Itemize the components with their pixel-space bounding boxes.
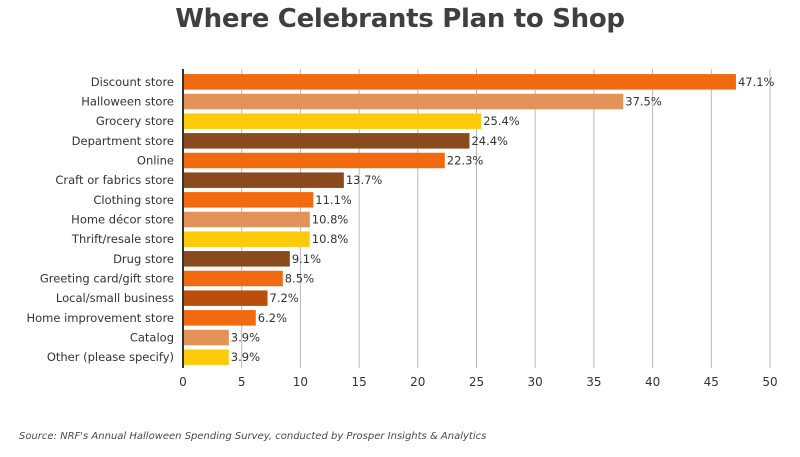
category-label-13: Catalog: [130, 331, 174, 345]
category-label-0: Discount store: [91, 75, 174, 89]
bar-2: [183, 113, 482, 129]
category-label-11: Local/small business: [56, 291, 174, 305]
value-label-11: 7.2%: [270, 291, 299, 305]
value-label-3: 24.4%: [471, 134, 508, 148]
bar-11: [183, 290, 268, 306]
bar-9: [183, 251, 290, 267]
category-label-14: Other (please specify): [47, 350, 174, 364]
x-tick-label-30: 30: [528, 375, 543, 389]
x-tick-label-20: 20: [410, 375, 425, 389]
x-tick-label-0: 0: [179, 375, 187, 389]
value-label-1: 37.5%: [625, 95, 662, 109]
bar-7: [183, 211, 310, 228]
chart-title: Where Celebrants Plan to Shop: [175, 4, 625, 34]
value-label-0: 47.1%: [738, 75, 775, 89]
value-label-10: 8.5%: [285, 272, 314, 286]
category-label-7: Home décor store: [71, 213, 174, 227]
value-label-13: 3.9%: [231, 331, 260, 345]
category-label-6: Clothing store: [93, 193, 174, 207]
category-label-3: Department store: [72, 134, 174, 148]
bar-8: [183, 231, 310, 247]
x-axis-ticks: 0 5 10 15 20 25 30 35 40 45 50: [179, 375, 777, 389]
bar-10: [183, 270, 283, 287]
value-label-12: 6.2%: [258, 311, 287, 325]
x-tick-label-25: 25: [469, 375, 484, 389]
x-tick-label-50: 50: [762, 375, 777, 389]
value-label-4: 22.3%: [447, 154, 484, 168]
value-label-7: 10.8%: [312, 213, 349, 227]
category-labels: Discount store Halloween store Grocery sto…: [26, 75, 174, 364]
x-tick-label-5: 5: [238, 375, 246, 389]
bar-0: [183, 74, 736, 90]
category-label-1: Halloween store: [81, 95, 174, 109]
value-label-2: 25.4%: [483, 114, 520, 128]
category-label-10: Greeting card/gift store: [40, 272, 174, 286]
bar-12: [183, 310, 256, 326]
bar-3: [183, 133, 470, 149]
category-label-2: Grocery store: [96, 114, 174, 128]
bar-1: [183, 93, 624, 110]
category-label-4: Online: [137, 154, 174, 168]
value-label-6: 11.1%: [315, 193, 352, 207]
category-label-12: Home improvement store: [26, 311, 174, 325]
bar-5: [183, 172, 344, 188]
category-label-9: Drug store: [113, 252, 174, 266]
x-tick-label-15: 15: [351, 375, 366, 389]
x-tick-label-35: 35: [586, 375, 601, 389]
value-label-9: 9.1%: [292, 252, 321, 266]
source-note: Source: NRF's Annual Halloween Spending …: [19, 431, 487, 442]
x-tick-label-40: 40: [645, 375, 660, 389]
x-tick-label-45: 45: [704, 375, 719, 389]
bar-6: [183, 192, 314, 208]
bar-13: [183, 329, 229, 346]
value-label-8: 10.8%: [312, 232, 349, 246]
category-label-8: Thrift/resale store: [71, 232, 174, 246]
bar-4: [183, 152, 445, 169]
value-label-14: 3.9%: [231, 350, 260, 364]
bars: [183, 74, 736, 365]
value-labels: 47.1% 37.5% 25.4% 24.4% 22.3% 13.7% 11.1% 10.8%…: [231, 75, 775, 364]
x-tick-label-10: 10: [293, 375, 308, 389]
value-label-5: 13.7%: [346, 173, 383, 187]
category-label-5: Craft or fabrics store: [55, 173, 174, 187]
bar-14: [183, 349, 229, 365]
